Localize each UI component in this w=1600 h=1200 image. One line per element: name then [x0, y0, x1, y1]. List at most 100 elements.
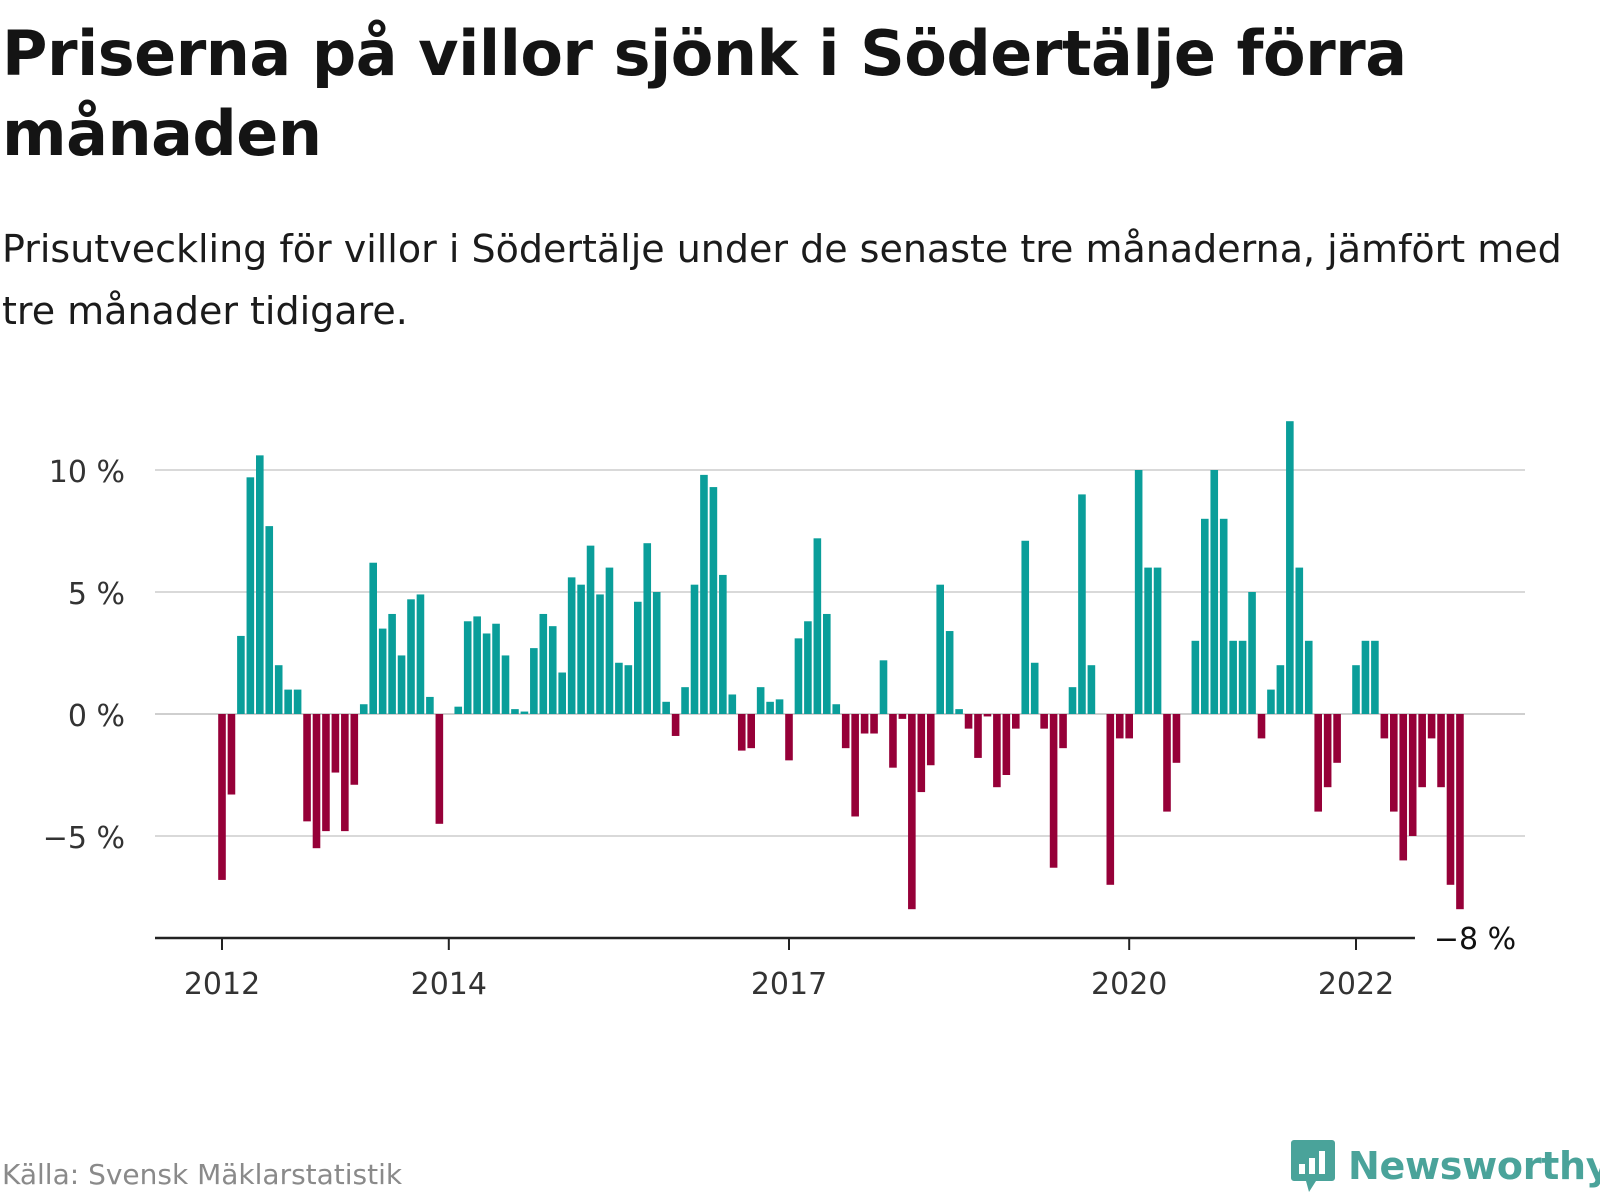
bar: [1446, 714, 1455, 885]
newsworthy-logo-icon: [1291, 1140, 1335, 1192]
bar: [388, 613, 396, 714]
bar: [274, 665, 283, 714]
x-tick-label: 2022: [1318, 967, 1394, 1002]
bar: [511, 709, 519, 714]
bar: [804, 621, 812, 714]
y-tick-label: −5 %: [43, 821, 125, 856]
bar: [586, 545, 595, 714]
bar: [1238, 640, 1247, 714]
bar: [1049, 714, 1058, 868]
bar: [548, 626, 557, 714]
bar: [1021, 540, 1030, 714]
y-tick-label: 0 %: [68, 699, 125, 734]
bar: [775, 699, 784, 714]
bar: [1361, 640, 1370, 714]
bar: [322, 714, 330, 832]
x-tick-label: 2014: [411, 967, 487, 1002]
bar: [955, 709, 963, 714]
bar: [1201, 518, 1209, 714]
bar: [227, 714, 236, 795]
bar: [728, 694, 737, 714]
bar: [1030, 662, 1039, 714]
bar: [1276, 665, 1285, 714]
bar: [1087, 665, 1096, 714]
bar: [1323, 714, 1332, 788]
bar: [1295, 567, 1304, 714]
bar: [1153, 567, 1162, 714]
bar: [1399, 714, 1408, 861]
bar: [823, 613, 831, 714]
bar-chart: 10 % 5 % 0 % −5 % 2012 2014 2017 2020 2022 −8 %: [43, 421, 1535, 1002]
bar: [719, 574, 727, 714]
bar: [615, 662, 623, 714]
bar: [1125, 714, 1133, 739]
bar: [1059, 714, 1067, 749]
bar: [1408, 714, 1417, 836]
bar: [265, 526, 274, 714]
bar: [841, 714, 850, 749]
bar: [237, 635, 245, 714]
chart-title: Priserna på villor sjönk i Södertälje fö…: [2, 17, 1407, 170]
bar: [1068, 687, 1077, 714]
bar: [1002, 714, 1011, 775]
bar: [350, 714, 359, 785]
bar: [1172, 714, 1181, 763]
bar: [889, 714, 897, 768]
bar: [1371, 640, 1379, 714]
bar: [624, 665, 633, 714]
bar: [1012, 714, 1020, 729]
bar: [671, 714, 680, 736]
bar: [246, 477, 255, 714]
bar: [341, 714, 349, 832]
bar: [700, 474, 708, 714]
bar: [983, 714, 992, 717]
bar: [605, 567, 614, 714]
bar: [530, 648, 538, 714]
bar: [860, 714, 869, 734]
bar: [284, 689, 292, 714]
bar: [681, 687, 689, 714]
bar: [1115, 714, 1124, 739]
bar: [293, 689, 302, 714]
bar: [520, 711, 529, 714]
y-tick-label: 5 %: [68, 577, 125, 612]
bar: [1427, 714, 1436, 739]
bar: [643, 543, 652, 714]
bar: [473, 616, 481, 714]
bar: [426, 696, 434, 714]
bar: [1163, 714, 1171, 812]
bar: [1219, 518, 1228, 714]
bar: [407, 599, 415, 714]
bar: [482, 633, 491, 714]
last-value-label: −8 %: [1434, 922, 1516, 957]
bar: [1352, 665, 1360, 714]
bar: [256, 455, 264, 714]
bar: [558, 672, 566, 714]
bar: [1257, 714, 1266, 739]
bar: [567, 577, 576, 714]
bar: [501, 655, 510, 714]
bar: [1106, 714, 1115, 885]
x-tick-label: 2020: [1091, 967, 1167, 1002]
bar: [1333, 714, 1341, 763]
bar: [737, 714, 746, 751]
bar: [851, 714, 859, 817]
bar: [1390, 714, 1398, 812]
bar: [1040, 714, 1048, 729]
bar: [1078, 494, 1086, 714]
bar: [463, 621, 472, 714]
bar: [1210, 470, 1219, 714]
bar: [1418, 714, 1426, 788]
bar: [662, 701, 670, 714]
bar: [794, 638, 803, 714]
bar: [945, 631, 954, 714]
brand-name: Newsworthy: [1348, 1144, 1600, 1188]
bar: [1286, 421, 1294, 714]
bar: [218, 714, 226, 880]
source-note: Källa: Svensk Mäklarstatistik: [2, 1158, 403, 1191]
bar: [974, 714, 982, 758]
bar: [1314, 714, 1322, 812]
bar: [747, 714, 755, 749]
bar: [832, 704, 841, 714]
chart-subtitle: Prisutveckling för villor i Södertälje u…: [2, 227, 1562, 333]
